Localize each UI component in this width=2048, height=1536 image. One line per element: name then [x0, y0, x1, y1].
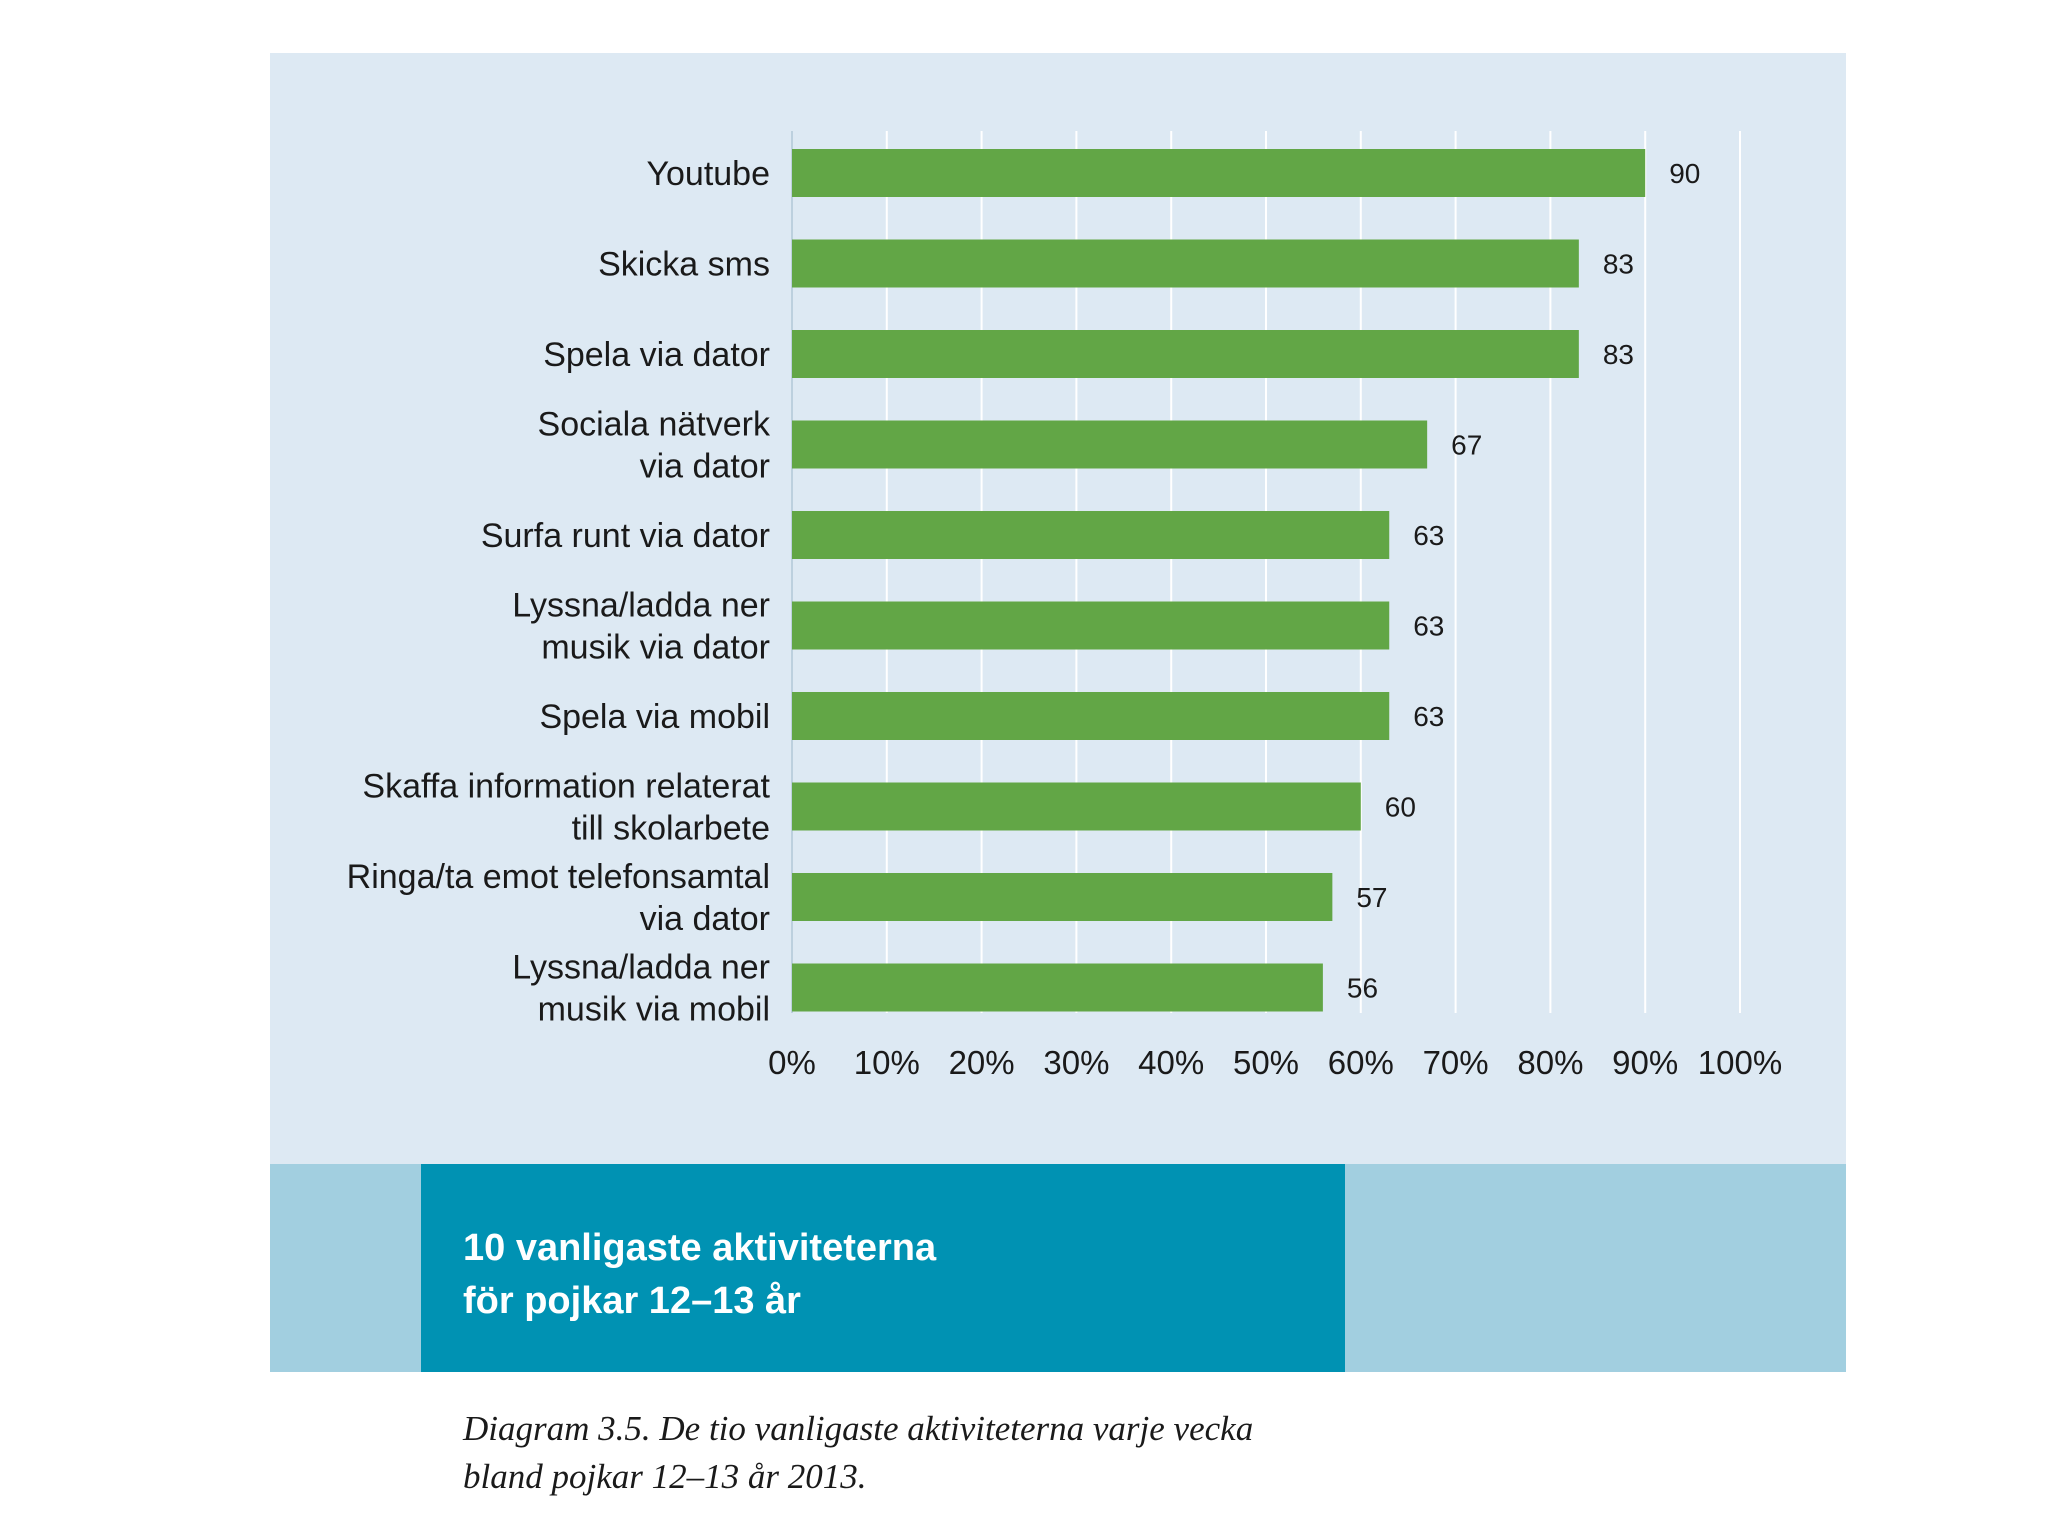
- caption-line-2: bland pojkar 12–13 år 2013.: [463, 1457, 867, 1496]
- category-label: Ringa/ta emot telefonsamtal: [347, 858, 770, 896]
- bars: [792, 149, 1646, 1012]
- bar: [792, 963, 1323, 1012]
- category-label: Spela via mobil: [539, 698, 770, 736]
- x-tick-label: 90%: [1612, 1044, 1678, 1081]
- data-label: 63: [1413, 701, 1444, 732]
- x-tick-label: 40%: [1138, 1044, 1204, 1081]
- category-label: musik via mobil: [538, 991, 770, 1029]
- category-label: Surfa runt via dator: [481, 517, 770, 555]
- bar: [792, 601, 1390, 650]
- category-label: Lyssna/ladda ner: [512, 949, 770, 987]
- chart-title-line-2: för pojkar 12–13 år: [463, 1280, 801, 1322]
- category-labels: Youtube Skicka sms Spela via dator Sociala …: [347, 155, 771, 1029]
- x-tick-label: 30%: [1043, 1044, 1109, 1081]
- x-tick-label: 10%: [854, 1044, 920, 1081]
- category-label: Skicka sms: [598, 246, 770, 284]
- category-label: via dator: [640, 448, 770, 486]
- title-band: 10 vanligaste aktiviteterna för pojkar 1…: [270, 1164, 1846, 1372]
- bar: [792, 782, 1361, 831]
- category-label: Lyssna/ladda ner: [512, 587, 770, 625]
- x-tick-label: 70%: [1423, 1044, 1489, 1081]
- category-label: Youtube: [646, 155, 770, 193]
- category-label: musik via dator: [541, 629, 770, 667]
- bar: [792, 511, 1390, 559]
- chart-title: 10 vanligaste aktiviteterna för pojkar 1…: [463, 1222, 936, 1328]
- x-tick-label: 50%: [1233, 1044, 1299, 1081]
- x-tick-label: 60%: [1328, 1044, 1394, 1081]
- data-label: 90: [1669, 158, 1700, 189]
- category-label: Spela via dator: [543, 336, 770, 374]
- bar: [792, 420, 1428, 469]
- data-label: 83: [1603, 249, 1634, 280]
- bar: [792, 149, 1646, 197]
- bar: [792, 330, 1579, 378]
- caption-line-1: Diagram 3.5. De tio vanligaste aktivitet…: [463, 1409, 1254, 1448]
- x-tick-label: 80%: [1517, 1044, 1583, 1081]
- data-label: 83: [1603, 339, 1634, 370]
- data-label: 57: [1356, 882, 1387, 913]
- bar: [792, 873, 1333, 921]
- category-label: till skolarbete: [572, 810, 770, 848]
- category-label: via dator: [640, 900, 770, 938]
- category-label: Skaffa information relaterat: [362, 768, 770, 806]
- x-tick-label: 100%: [1698, 1044, 1782, 1081]
- bar: [792, 239, 1579, 288]
- data-label: 60: [1385, 792, 1416, 823]
- chart-title-line-1: 10 vanligaste aktiviteterna: [463, 1227, 937, 1269]
- figure-caption: Diagram 3.5. De tio vanligaste aktivitet…: [463, 1405, 1253, 1501]
- category-label: Sociala nätverk: [538, 406, 771, 444]
- bar: [792, 692, 1390, 740]
- data-label: 63: [1413, 611, 1444, 642]
- chart-panel: Youtube Skicka sms Spela via dator Sociala …: [270, 53, 1846, 1164]
- title-box: 10 vanligaste aktiviteterna för pojkar 1…: [421, 1164, 1345, 1372]
- data-label: 67: [1451, 430, 1482, 461]
- x-tick-label: 20%: [949, 1044, 1015, 1081]
- data-label: 56: [1347, 973, 1378, 1004]
- data-label: 63: [1413, 520, 1444, 551]
- x-axis-ticks: 0% 10% 20% 30% 40% 50% 60% 70% 80% 90% 100%: [768, 1044, 1782, 1081]
- x-tick-label: 0%: [768, 1044, 816, 1081]
- bar-chart: Youtube Skicka sms Spela via dator Sociala …: [347, 131, 1782, 1081]
- value-labels: 90 83 83 67 63 63 63 60 57 56: [1347, 158, 1700, 1004]
